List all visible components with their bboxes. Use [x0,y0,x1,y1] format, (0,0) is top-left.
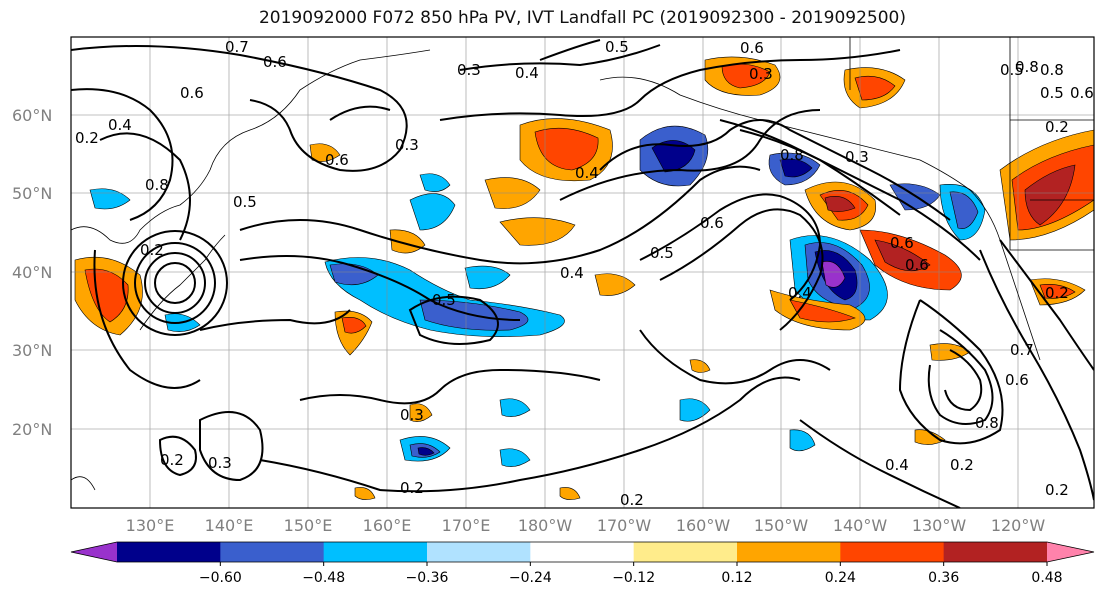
contour-label: 0.2 [1045,481,1069,499]
contour-label: 0.7 [1010,341,1034,359]
lon-label: 150°W [754,516,809,535]
colorbar-outline [70,541,1095,563]
colorbar-extend-left [71,542,117,562]
contour-label: 0.5 [650,244,674,262]
contour-label: 0.6 [740,39,764,57]
colorbar-segment [530,542,635,562]
contour-label: 0.4 [108,116,132,134]
contour-label: 0.2 [140,241,164,259]
colorbar: −0.60 −0.48 −0.36 −0.24 −0.12 0.12 0.24 0.36 0.4… [70,541,1095,586]
colorbar-segment [943,542,1048,562]
contour-label: 0.3 [400,406,424,424]
contour-label: 0.8 [780,146,804,164]
contour-label: 0.2 [160,451,184,469]
lat-label: 50°N [12,184,52,203]
contour-labels: 0.6 0.3 0.4 0.5 0.7 0.8 0.2 0.6 0.3 0.5 … [75,38,1094,509]
contour-label: 0.5 [1040,84,1064,102]
contour-label: 0.6 [700,214,724,232]
latitude-labels: 60°N 50°N 40°N 30°N 20°N [12,106,52,439]
contour-label: 0.2 [1045,284,1069,302]
lon-label: 140°W [833,516,888,535]
contour-label: 0.6 [325,151,349,169]
contour-label: 0.6 [180,84,204,102]
colorbar-extend-right [1047,542,1094,562]
colorbar-tick-label: −0.60 [199,570,242,586]
lon-label: 180°W [518,516,573,535]
contour-label: 0.8 [1040,61,1064,79]
lon-label: 140°E [205,516,254,535]
lat-label: 60°N [12,106,52,125]
contour-label: 0.2 [620,491,644,509]
lat-label: 40°N [12,263,52,282]
lon-label: 160°E [363,516,412,535]
colorbar-segment [633,542,738,562]
contour-label: 0.8 [975,414,999,432]
lon-label: 150°E [284,516,333,535]
contour-label: 0.6 [263,53,287,71]
contour-label: 0.4 [788,284,812,302]
contour-label: 0.8 [145,176,169,194]
colorbar-segment [737,542,841,562]
lat-label: 30°N [12,341,52,360]
lon-label: 130°W [912,516,967,535]
contour-label: 0.2 [1045,118,1069,136]
lat-label: 20°N [12,420,52,439]
contour-label: 0.6 [1005,371,1029,389]
plot-frame [70,36,1095,509]
colorbar-segment [840,542,945,562]
lon-label: 120°W [991,516,1046,535]
contour-label: 0.8 [1015,58,1039,76]
colorbar-segment [323,542,428,562]
colorbar-tick-label: −0.24 [509,570,552,586]
contour-label: 0.2 [75,129,99,147]
contour-label: 0.3 [749,65,773,83]
contour-label: 0.5 [1000,61,1024,79]
coastlines [71,37,1094,491]
longitude-labels: 130°E 140°E 150°E 160°E 170°E 180°W 170°… [126,516,1046,535]
lon-label: 160°W [676,516,731,535]
contour-label: 0.3 [395,136,419,154]
map-title: 2019092000 F072 850 hPa PV, IVT Landfall… [258,8,906,28]
lon-label: 170°W [597,516,652,535]
contour-label: 0.4 [885,456,909,474]
grid-lines [71,37,1094,508]
colorbar-segment [117,542,221,562]
lon-label: 170°E [442,516,491,535]
contour-label: 0.3 [457,61,481,79]
contour-label: 0.5 [432,291,456,309]
contour-label: 0.2 [950,456,974,474]
colorbar-tick-label: 0.24 [825,570,856,586]
contour-label: 0.6 [890,234,914,252]
contour-label: 0.6 [1070,84,1094,102]
colorbar-tick-label: 0.36 [928,570,959,586]
colorbar-tick-label: 0.12 [721,570,752,586]
contour-label: 0.7 [225,38,249,56]
lon-label: 130°E [126,516,175,535]
contour-label: 0.2 [400,479,424,497]
contour-label: 0.4 [575,164,599,182]
contour-label: 0.5 [605,38,629,56]
colorbar-tick-label: −0.12 [612,570,655,586]
contour-label: 0.4 [515,64,539,82]
contour-label: 0.3 [208,454,232,472]
contour-label: 0.6 [905,256,929,274]
colorbar-segment [220,542,325,562]
colorbar-tick-label: −0.48 [302,570,345,586]
contour-label: 0.3 [845,148,869,166]
colorbar-tick-label: −0.36 [406,570,449,586]
contour-label: 0.5 [233,193,257,211]
colorbar-segment [427,542,531,562]
colorbar-tick-label: 0.48 [1031,570,1062,586]
pv-contours [71,39,1094,508]
contour-label: 0.4 [560,264,584,282]
